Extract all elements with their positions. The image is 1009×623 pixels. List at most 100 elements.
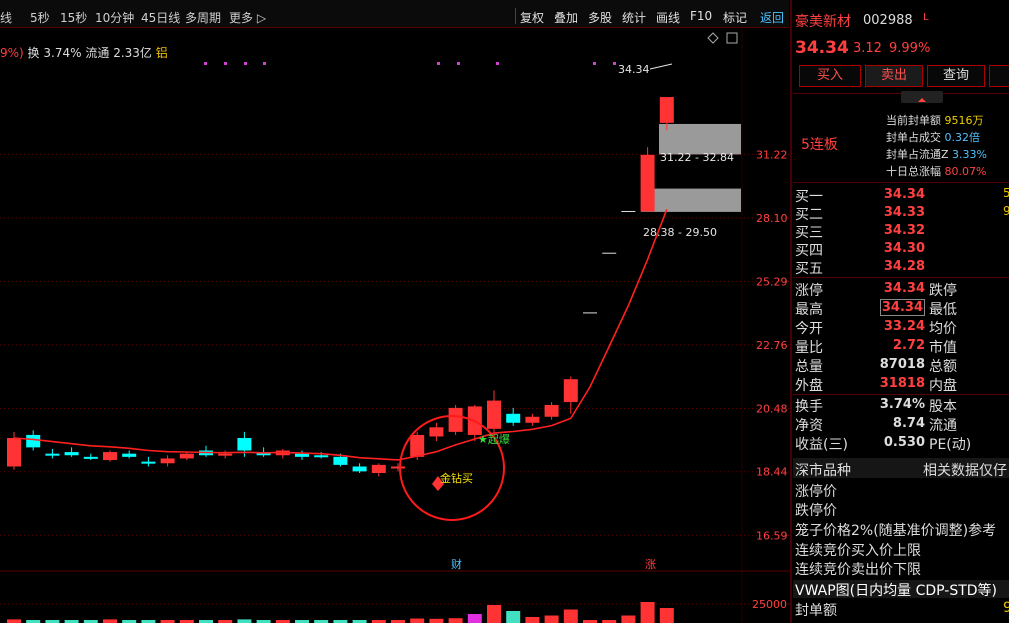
limit-up-streak: 5连板	[801, 137, 838, 153]
query-button[interactable]: 查询	[927, 65, 985, 87]
stock-name: 豪美新材	[795, 14, 851, 30]
tab-market-type[interactable]: 深市品种	[795, 463, 851, 479]
signal-star-label: ★起爆	[478, 432, 510, 446]
volume-bar	[371, 620, 386, 623]
y-tick-label: 28.10	[756, 212, 788, 225]
volume-bar	[199, 620, 213, 623]
candle-body	[448, 407, 463, 432]
candle-body	[352, 466, 367, 472]
candle-body	[563, 379, 578, 403]
volume-bar	[26, 620, 41, 623]
volume-bar	[429, 618, 444, 623]
volume-bar	[160, 620, 175, 623]
candle-body	[179, 453, 194, 459]
back-button[interactable]: 返回	[760, 11, 785, 25]
toolbar-divider	[515, 8, 516, 24]
vwap-header[interactable]: VWAP图(日内均量 CDP-STD等)	[793, 580, 1009, 599]
candle-body	[7, 438, 21, 467]
volume-bar	[410, 618, 425, 623]
signal-buy-label: 金钻买	[440, 471, 473, 485]
seal-float-row: 封单占流通Z 3.33%	[886, 148, 987, 161]
kline-chart[interactable]: 31.22 28.10 25.29 22.76 20.48 18.44 16.59 25000…	[0, 28, 789, 623]
purple-dots	[204, 62, 616, 65]
y-tick-label: 16.59	[756, 529, 788, 542]
candle-body	[45, 453, 60, 456]
mark-button[interactable]: 标记	[723, 11, 748, 25]
sell-button[interactable]: 卖出	[865, 65, 923, 87]
volume-bar	[64, 620, 79, 623]
volume-bar	[333, 620, 348, 623]
candle-body	[333, 456, 348, 465]
list-item: 连续竞价卖出价下限	[795, 562, 921, 578]
list-item: 连续竞价买入价上限	[795, 543, 921, 559]
y-tick-label: 20.48	[756, 402, 788, 415]
float-label: 流通	[85, 46, 110, 60]
candle-body	[525, 416, 540, 423]
period-10min[interactable]: 10分钟	[95, 11, 135, 25]
high-price-label: 34.34	[618, 63, 650, 76]
volume-bar	[544, 615, 559, 623]
candle-body	[640, 154, 655, 212]
period-multi[interactable]: 多周期	[185, 11, 222, 25]
y-tick-label: 25.29	[756, 275, 788, 288]
candle-body	[487, 400, 501, 429]
volume-bar	[659, 608, 674, 623]
volume-bar	[583, 620, 597, 623]
f10-button[interactable]: F10	[690, 9, 713, 23]
candle-body	[256, 452, 271, 456]
seal-ratio-row: 封单占成交 0.32倍	[886, 131, 980, 144]
sector-tag: 铝	[155, 46, 168, 60]
volume-bar	[218, 620, 233, 623]
candle-body	[237, 438, 252, 451]
ten-day-gain-row: 十日总涨幅 80.07%	[886, 165, 987, 178]
period-15s[interactable]: 15秒	[60, 11, 88, 25]
volume-bar	[487, 605, 501, 623]
buy-button[interactable]: 买入	[799, 65, 861, 87]
chart-info-line: 9%) 换 3.74% 流通 2.33亿 铝	[0, 44, 168, 61]
volume-bar	[563, 609, 578, 623]
chart-corner-icons	[707, 32, 738, 44]
volume-bar	[237, 619, 252, 623]
volume-bar	[103, 619, 117, 623]
volume-bar	[640, 602, 655, 623]
pct-fragment: 9%)	[0, 46, 24, 60]
candle-body	[141, 461, 156, 464]
volume-bar	[352, 620, 367, 623]
highlight-circle	[399, 415, 505, 521]
candle-body	[218, 453, 233, 456]
panel-separator	[793, 277, 1009, 278]
candle-body	[103, 452, 117, 461]
volume-bar	[122, 620, 137, 623]
stats-button[interactable]: 统计	[622, 11, 647, 25]
multi-stock-button[interactable]: 多股	[588, 11, 613, 25]
period-more[interactable]: 更多 ▷	[229, 11, 267, 25]
turnover-label: 换	[27, 46, 40, 60]
volume-bar	[314, 620, 329, 623]
y-tick-label: 18.44	[756, 466, 788, 479]
list-item: 笼子价格2%(随基准价调整)参考	[795, 523, 997, 539]
candle-body	[371, 464, 386, 474]
fuquan-button[interactable]: 复权	[520, 11, 545, 25]
overlay-button[interactable]: 叠加	[554, 11, 579, 25]
draw-line-button[interactable]: 画线	[656, 11, 681, 25]
candle-body	[506, 413, 521, 423]
volume-bar	[602, 620, 617, 623]
volume-bar	[391, 620, 405, 623]
period-5s[interactable]: 5秒	[30, 11, 50, 25]
period-45day[interactable]: 45日线	[141, 11, 181, 25]
candle-body	[122, 453, 137, 457]
period-toolbar: 线 5秒 15秒 10分钟 45日线 多周期 更多 ▷ 复权 叠加 多股 统计 …	[0, 0, 789, 28]
candle-body	[83, 456, 98, 459]
volume-bar	[45, 620, 60, 623]
candle-body	[544, 404, 559, 417]
list-item: 跌停价	[795, 503, 837, 519]
more-trade-button[interactable]	[989, 65, 1009, 87]
volume-bar	[467, 614, 482, 623]
turnover-value: 3.74%	[43, 46, 82, 60]
tab-related-data[interactable]: 相关数据仅仔	[923, 463, 1007, 479]
volume-bar	[179, 620, 194, 623]
period-day[interactable]: 线	[0, 11, 13, 25]
stock-code: 002988	[863, 13, 913, 28]
collapse-up-icon[interactable]	[901, 91, 943, 103]
candle-body	[26, 434, 41, 448]
